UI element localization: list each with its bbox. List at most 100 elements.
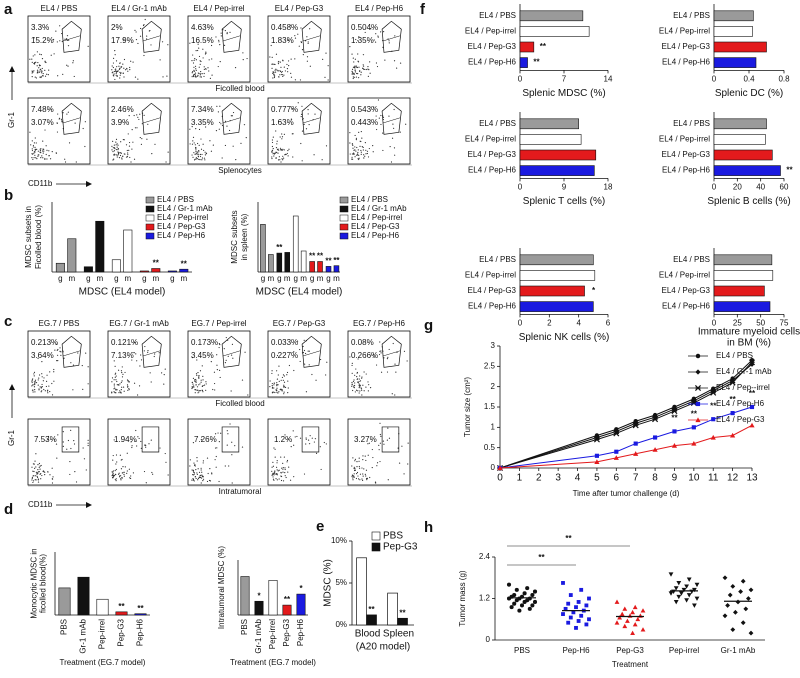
event-dot [351,364,353,367]
event-dot [357,72,359,75]
event-dot [223,348,225,350]
event-dot [349,142,351,144]
event-dot [273,63,275,65]
event-dot [32,158,34,160]
event-dot [194,392,196,394]
category-label: m [284,274,291,283]
event-dot [32,463,35,465]
event-dot [372,151,374,153]
event-dot [352,475,355,477]
event-dot [221,124,224,127]
event-dot [132,61,134,63]
event-dot [192,71,194,73]
event-dot [44,390,46,392]
event-dot [284,467,286,469]
x-axis-title: Splenic B cells (%) [707,196,790,207]
point [512,601,517,606]
plot-frame [267,418,331,486]
event-dot [201,365,203,367]
event-dot [219,343,221,346]
panel-letter: a [4,1,13,18]
event-dot [195,69,197,71]
event-dot [275,53,278,55]
event-dot [198,384,200,386]
category-label: EL4 / Pep-G3 [662,150,711,159]
category-label: Spleen [383,629,414,640]
event-dot [191,469,193,471]
event-dot [280,475,283,478]
event-dot [41,383,43,386]
event-dot [397,447,399,449]
point [748,359,756,366]
event-dot [199,390,202,392]
event-dot [115,70,118,73]
event-dot [274,152,276,154]
point [710,389,717,396]
plot-title: EG.7 / Pep-G3 [273,319,326,328]
gate-percent: 0.08% [351,338,374,347]
event-dot [116,384,118,386]
event-dot [32,378,34,380]
bar [713,270,774,281]
event-dot [223,44,226,46]
event-dot [380,350,382,352]
event-dot [39,465,41,467]
series-line [499,424,753,469]
event-dot [112,66,114,69]
event-dot [353,466,355,468]
event-dot [283,386,285,388]
event-dot [205,52,207,54]
category-label: m [68,274,75,283]
event-dot [115,144,117,146]
event-dot [114,478,116,481]
event-dot [358,66,360,68]
event-dot [131,446,133,449]
event-dot [62,441,64,443]
event-dot [375,364,378,366]
event-dot [159,447,161,449]
event-dot [133,114,135,117]
event-dot [41,376,43,378]
event-dot [47,471,49,473]
event-dot [360,388,363,390]
category-label: EL4 / PBS [479,255,516,264]
bar [713,41,767,53]
event-dot [135,353,137,355]
event-dot [355,139,357,141]
event-dot [196,472,198,474]
event-dot [387,479,389,481]
event-dot [115,68,117,70]
x-tick-label: 7 [633,473,639,484]
event-dot [218,343,220,345]
event-dot [361,146,363,148]
event-dot [129,477,132,480]
event-dot [355,477,358,480]
event-dot [367,68,369,70]
event-dot [204,151,206,153]
legend-swatch [145,232,155,240]
legend-label: EL4 / Pep-G3 [351,222,400,231]
event-dot [34,154,36,156]
event-dot [84,121,86,123]
significance: ** [691,409,698,418]
event-dot [192,442,195,444]
point [584,603,589,608]
event-dot [133,352,135,354]
event-dot [31,476,34,478]
event-dot [115,141,117,143]
y-axis-title: Tumor size (cm²) [463,377,472,437]
event-dot [200,138,202,140]
event-dot [193,73,195,75]
event-dot [380,114,382,117]
event-dot [279,74,281,76]
event-dot [383,31,385,33]
event-dot [120,389,122,391]
event-dot [357,158,359,160]
event-dot [115,479,117,482]
legend-label: EL4 / Gr-1 mAb [351,204,407,213]
event-dot [286,459,289,462]
category-label: EL4 / Pep-irrel [659,135,710,144]
event-dot [199,153,202,156]
event-dot [282,480,285,482]
event-dot [30,144,32,146]
